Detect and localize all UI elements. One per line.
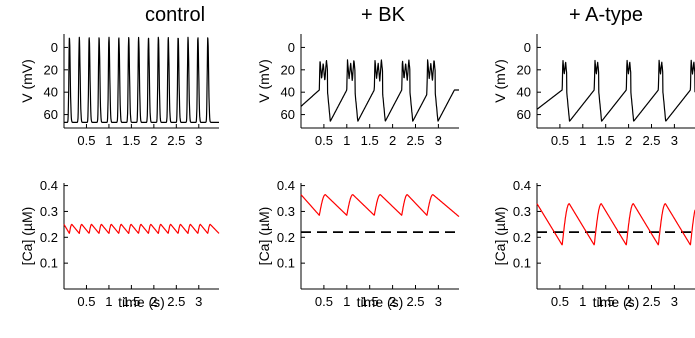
- y-tick-label: 20: [44, 62, 58, 77]
- x-tick-label: 1.5: [597, 294, 615, 309]
- calcium-trace: [300, 194, 460, 218]
- x-tick-label: 3: [435, 294, 442, 309]
- y-tick-label: 0.2: [40, 230, 58, 245]
- x-tick-label: 2: [389, 133, 396, 148]
- x-tick-label: 0.5: [77, 133, 95, 148]
- x-tick-label: 1: [343, 133, 350, 148]
- x-tick-label: 2.5: [167, 294, 185, 309]
- y-tick-label: 0: [524, 40, 531, 55]
- voltage-trace: [536, 59, 695, 122]
- y-tick-label: 20: [517, 62, 531, 77]
- y-tick-label: 40: [517, 85, 531, 100]
- x-tick-label: 3: [671, 133, 678, 148]
- column-title-control: control: [145, 4, 205, 26]
- y-tick-label: 60: [44, 107, 58, 122]
- chart-panel: 0 20 40 60 0.5 1 1.5 2 2.5 3 V (mV): [256, 34, 460, 148]
- column-title-bk: + BK: [361, 4, 406, 26]
- y-tick-label: 0.1: [277, 256, 295, 271]
- x-tick-label: 2.5: [167, 133, 185, 148]
- x-tick-label: 1: [579, 133, 586, 148]
- x-tick-label: 2: [150, 294, 157, 309]
- chart-panel: 0.1 0.2 0.3 0.4 0.5 1 1.5 2 2.5 3 [Ca] (µM) time (s…: [19, 178, 220, 310]
- y-tick-label: 0.3: [40, 204, 58, 219]
- x-axis-label: time (s): [118, 294, 165, 310]
- x-tick-label: 1: [105, 133, 112, 148]
- y-tick-label: 60: [281, 107, 295, 122]
- chart-panel: 0 20 40 60 0.5 1 1.5 2 2.5 3 V (mV): [19, 34, 220, 148]
- y-axis-label: V (mV): [256, 59, 272, 103]
- x-tick-label: 2.5: [406, 133, 424, 148]
- chart-panel: 0.1 0.2 0.3 0.4 0.5 1 1.5 2 2.5 3 [Ca] (µM) time (s…: [256, 178, 460, 310]
- x-tick-label: 1.5: [597, 133, 615, 148]
- x-tick-label: 1: [105, 294, 112, 309]
- x-tick-label: 3: [671, 294, 678, 309]
- y-tick-label: 40: [281, 85, 295, 100]
- x-tick-label: 0.5: [315, 133, 333, 148]
- y-tick-label: 0.2: [277, 230, 295, 245]
- y-tick-label: 0.1: [513, 256, 531, 271]
- x-tick-label: 0.5: [551, 294, 569, 309]
- x-tick-label: 2: [389, 294, 396, 309]
- x-tick-label: 1: [343, 294, 350, 309]
- y-tick-label: 0.4: [40, 178, 58, 193]
- x-tick-label: 1.5: [122, 133, 140, 148]
- x-axis-label: time (s): [593, 294, 640, 310]
- voltage-trace: [300, 59, 460, 122]
- calcium-trace: [536, 203, 695, 246]
- x-tick-label: 2.5: [642, 294, 660, 309]
- y-tick-label: 0.4: [277, 178, 295, 193]
- y-tick-label: 0: [288, 40, 295, 55]
- y-axis-label: V (mV): [19, 59, 35, 103]
- x-tick-label: 2.5: [406, 294, 424, 309]
- x-tick-label: 3: [195, 294, 202, 309]
- y-tick-label: 0.3: [513, 204, 531, 219]
- x-tick-label: 3: [195, 133, 202, 148]
- x-tick-label: 0.5: [551, 133, 569, 148]
- y-axis-label: [Ca] (µM): [492, 207, 508, 266]
- x-tick-label: 2: [625, 133, 632, 148]
- x-tick-label: 2.5: [642, 133, 660, 148]
- y-tick-label: 0.3: [277, 204, 295, 219]
- y-tick-label: 60: [517, 107, 531, 122]
- x-tick-label: 1.5: [122, 294, 140, 309]
- y-tick-label: 40: [44, 85, 58, 100]
- chart-panel: 0.1 0.2 0.3 0.4 0.5 1 1.5 2 2.5 3 [Ca] (µM) time (s…: [492, 178, 695, 310]
- y-axis-label: [Ca] (µM): [19, 207, 35, 266]
- x-tick-label: 3: [435, 133, 442, 148]
- x-tick-label: 2: [150, 133, 157, 148]
- x-tick-label: 1: [579, 294, 586, 309]
- y-axis-label: V (mV): [492, 59, 508, 103]
- x-tick-label: 1.5: [361, 133, 379, 148]
- chart-panel: 0 20 40 60 0.5 1 1.5 2 2.5 3 V (mV): [492, 34, 695, 148]
- x-tick-label: 1.5: [361, 294, 379, 309]
- calcium-trace: [63, 223, 220, 234]
- y-tick-label: 0.2: [513, 230, 531, 245]
- y-tick-label: 20: [281, 62, 295, 77]
- y-tick-label: 0.1: [40, 256, 58, 271]
- x-axis-label: time (s): [357, 294, 404, 310]
- column-title-a-type: + A-type: [569, 4, 643, 26]
- y-axis-label: [Ca] (µM): [256, 207, 272, 266]
- y-tick-label: 0.4: [513, 178, 531, 193]
- x-tick-label: 2: [625, 294, 632, 309]
- voltage-trace: [63, 36, 220, 123]
- y-tick-label: 0: [51, 40, 58, 55]
- x-tick-label: 0.5: [315, 294, 333, 309]
- x-tick-label: 0.5: [77, 294, 95, 309]
